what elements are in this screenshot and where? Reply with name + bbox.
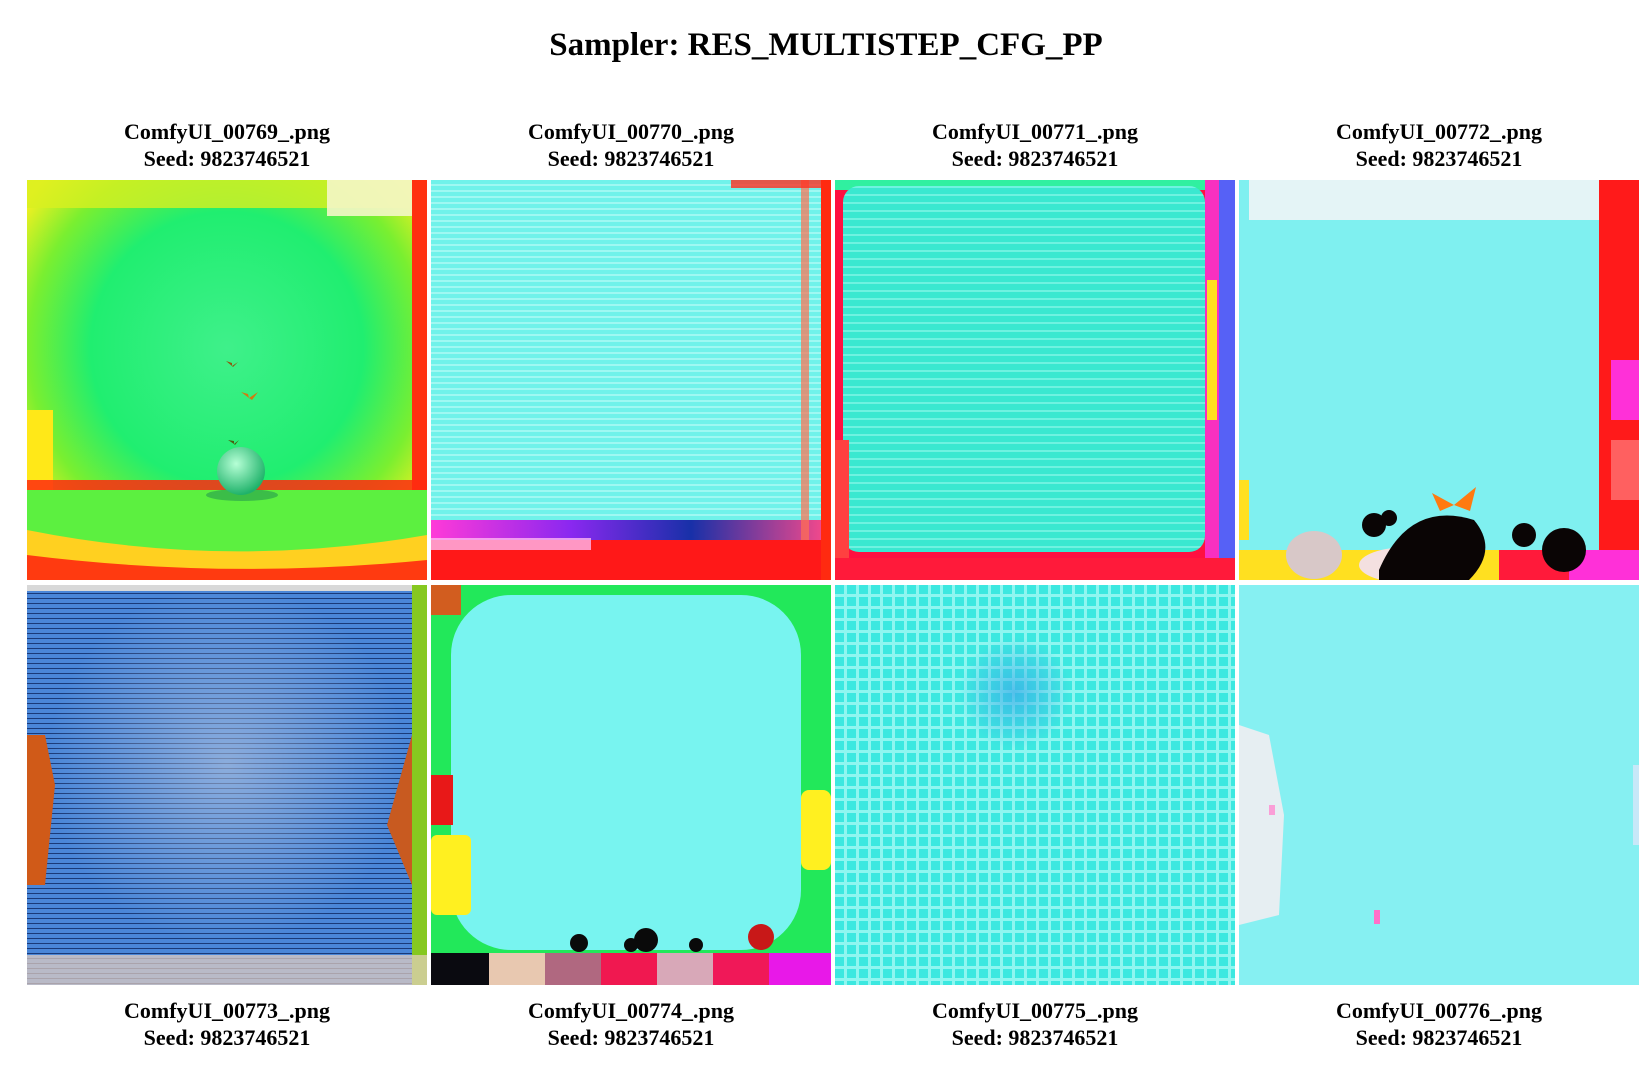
- generated-image-thumbnail[interactable]: [431, 585, 831, 985]
- image-seed: Seed: 9823746521: [143, 146, 311, 171]
- generated-image-thumbnail[interactable]: [27, 180, 427, 580]
- image-filename: ComfyUI_00772_.png: [1336, 119, 1542, 144]
- image-seed: Seed: 9823746521: [951, 146, 1119, 171]
- image-caption: ComfyUI_00770_.png Seed: 9823746521: [431, 118, 831, 172]
- generated-image-thumbnail[interactable]: [1239, 180, 1639, 580]
- image-seed: Seed: 9823746521: [547, 1025, 715, 1050]
- image-seed: Seed: 9823746521: [1355, 146, 1523, 171]
- image-seed: Seed: 9823746521: [951, 1025, 1119, 1050]
- image-filename: ComfyUI_00775_.png: [932, 998, 1138, 1023]
- generated-image-thumbnail[interactable]: [1239, 585, 1639, 985]
- image-filename: ComfyUI_00769_.png: [124, 119, 330, 144]
- image-caption: ComfyUI_00769_.png Seed: 9823746521: [27, 118, 427, 172]
- image-caption: ComfyUI_00775_.png Seed: 9823746521: [835, 997, 1235, 1051]
- image-filename: ComfyUI_00773_.png: [124, 998, 330, 1023]
- generated-image-thumbnail[interactable]: [835, 180, 1235, 580]
- image-caption: ComfyUI_00774_.png Seed: 9823746521: [431, 997, 831, 1051]
- generated-image-thumbnail[interactable]: [27, 585, 427, 985]
- image-filename: ComfyUI_00776_.png: [1336, 998, 1542, 1023]
- image-caption: ComfyUI_00776_.png Seed: 9823746521: [1239, 997, 1639, 1051]
- generated-image-thumbnail[interactable]: [431, 180, 831, 580]
- image-seed: Seed: 9823746521: [143, 1025, 311, 1050]
- image-seed: Seed: 9823746521: [547, 146, 715, 171]
- image-filename: ComfyUI_00770_.png: [528, 119, 734, 144]
- image-seed: Seed: 9823746521: [1355, 1025, 1523, 1050]
- image-caption: ComfyUI_00773_.png Seed: 9823746521: [27, 997, 427, 1051]
- image-caption: ComfyUI_00771_.png Seed: 9823746521: [835, 118, 1235, 172]
- page-title: Sampler: RES_MULTISTEP_CFG_PP: [549, 27, 1103, 63]
- image-filename: ComfyUI_00774_.png: [528, 998, 734, 1023]
- image-caption: ComfyUI_00772_.png Seed: 9823746521: [1239, 118, 1639, 172]
- generated-image-thumbnail[interactable]: [835, 585, 1235, 985]
- image-filename: ComfyUI_00771_.png: [932, 119, 1138, 144]
